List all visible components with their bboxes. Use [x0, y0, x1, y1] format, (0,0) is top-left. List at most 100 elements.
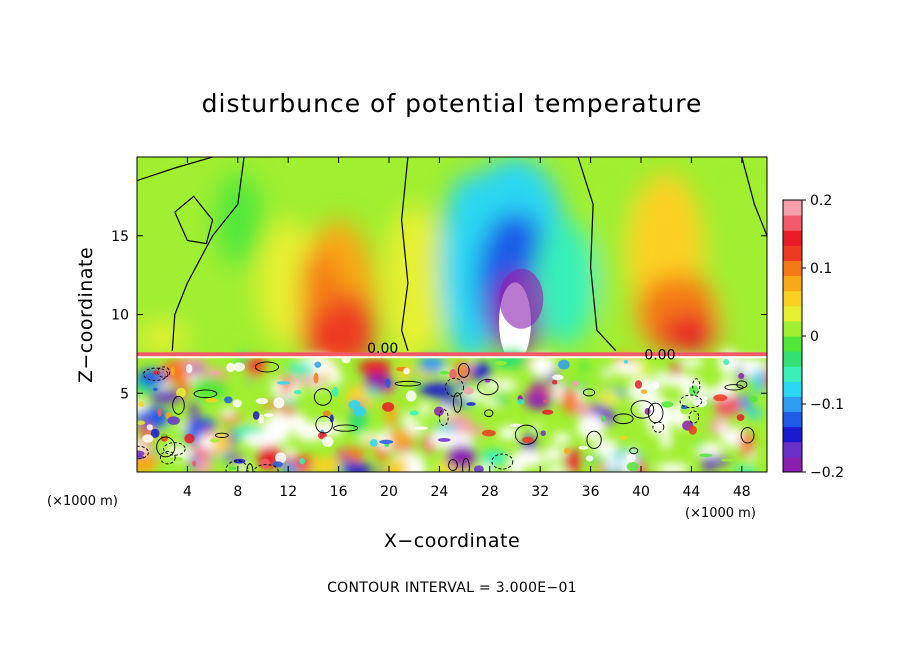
field-cell	[446, 444, 477, 470]
x-tick-label: 28	[481, 484, 499, 500]
colorbar-tick-label: 0	[810, 329, 819, 345]
field-cell	[403, 411, 415, 428]
field-cell-sharp	[226, 362, 236, 373]
contour-loop	[156, 436, 176, 458]
field-cell-sharp	[170, 366, 176, 376]
contour-line	[171, 157, 245, 351]
field-cell-sharp	[205, 398, 219, 403]
field-cell-sharp	[661, 401, 674, 408]
field-cell	[668, 467, 682, 472]
field-cell-sharp	[640, 389, 648, 394]
field-cell	[267, 424, 290, 445]
contour-loop	[143, 367, 169, 381]
field-cell	[495, 394, 509, 405]
field-cell-sharp	[138, 401, 145, 408]
field-cell-sharp	[322, 410, 331, 417]
field-cell-sharp	[558, 359, 570, 370]
contour-loop	[724, 384, 744, 391]
field-blob	[716, 188, 767, 378]
field-cell-sharp	[551, 379, 558, 385]
colorbar-swatch	[783, 320, 802, 337]
field-cell-sharp	[688, 425, 697, 435]
field-cell	[747, 407, 762, 419]
field-cell-sharp	[379, 439, 394, 445]
colorbar-swatch	[783, 290, 802, 307]
field-cell-sharp	[541, 409, 554, 415]
contour-loop	[445, 377, 465, 397]
field-cell	[565, 448, 582, 472]
field-cell-sharp	[578, 445, 589, 450]
field-cell	[242, 432, 276, 448]
field-cell-sharp	[137, 420, 146, 425]
contour-lines	[137, 157, 767, 472]
field-cell-sharp	[152, 387, 158, 391]
field-upper	[137, 157, 767, 472]
field-cell-sharp	[293, 389, 302, 395]
field-cell	[470, 361, 492, 381]
field-cell-sharp	[273, 397, 285, 409]
field-cell	[213, 430, 231, 455]
field-cell-sharp	[463, 387, 474, 395]
x-tick-label: 24	[430, 484, 448, 500]
contour-line	[174, 195, 214, 245]
field-cell-sharp	[185, 363, 193, 374]
field-cell	[464, 426, 487, 435]
field-cell	[281, 404, 296, 416]
contour-loop	[740, 427, 755, 444]
contour-loop	[462, 457, 470, 472]
contour-loop	[448, 459, 458, 472]
x-tick-label: 16	[330, 484, 348, 500]
field-cell	[346, 446, 365, 463]
field-cell	[363, 373, 394, 392]
field-cell-sharp	[232, 399, 242, 408]
field-cell-sharp	[713, 394, 728, 402]
contour-loop	[193, 389, 218, 399]
contour-loop	[457, 362, 470, 378]
field-cell-sharp	[516, 398, 525, 405]
field-cell	[596, 389, 621, 407]
field-cell-sharp	[439, 370, 450, 375]
field-cell	[479, 449, 509, 467]
contour-loop	[688, 410, 700, 424]
field-cell-sharp	[522, 436, 534, 443]
field-cell	[433, 424, 459, 432]
field-cell-sharp	[150, 428, 160, 438]
field-cell	[483, 379, 519, 391]
colorbar-swatch	[783, 441, 802, 458]
field-cell-sharp	[272, 461, 283, 468]
field-cell	[388, 428, 414, 448]
field-cell	[718, 421, 727, 436]
x-unit-label: (×1000 m)	[685, 506, 756, 521]
field-cell-sharp	[449, 368, 457, 380]
field-cell	[560, 388, 579, 414]
contour-loop	[137, 445, 149, 460]
field-cell-sharp	[543, 399, 549, 403]
field-cell-sharp	[552, 374, 564, 380]
colorbar-tick-label: −0.1	[810, 397, 844, 413]
field-cell-sharp	[634, 380, 643, 389]
field-cell-sharp	[736, 414, 745, 422]
field-cell-sharp	[749, 395, 758, 403]
field-cell-sharp	[494, 361, 508, 366]
field-cell-sharp	[601, 415, 606, 423]
field-cell-sharp	[626, 453, 636, 463]
field-cell	[166, 444, 180, 455]
contour-loop	[157, 366, 171, 378]
field-cell-sharp	[169, 457, 184, 462]
contour-loop	[647, 402, 664, 424]
colorbar-swatch	[783, 396, 802, 413]
field-cell	[581, 456, 611, 464]
field-cell-sharp	[403, 367, 410, 375]
x-tick-label: 12	[279, 484, 297, 500]
contour-loop	[254, 464, 279, 472]
colorbar-tick-label: 0.1	[810, 261, 832, 277]
contour-loop	[172, 395, 185, 415]
contour-line	[577, 157, 617, 352]
field-blob	[659, 314, 723, 353]
field-cell	[340, 462, 373, 472]
colorbar-swatch	[783, 215, 802, 231]
x-axis-label: X−coordinate	[384, 530, 520, 552]
contour-label: 0.00	[367, 341, 398, 357]
contour-loop	[477, 378, 499, 396]
colorbar-swatch	[783, 411, 802, 428]
